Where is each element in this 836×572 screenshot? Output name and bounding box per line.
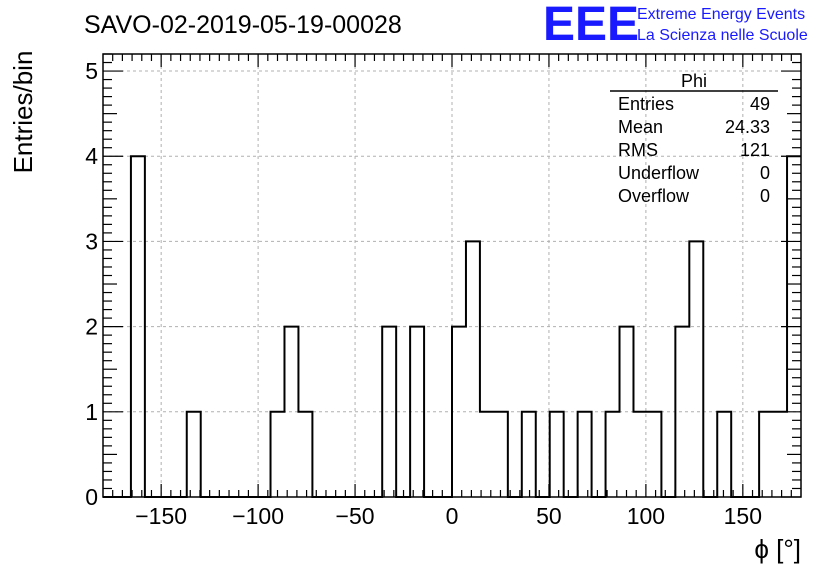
x-tick-label: −150	[135, 503, 187, 529]
stats-box: Phi Entries 49 Mean 24.33 RMS 121 Underflow 0 Ov…	[610, 71, 778, 206]
x-tick-label: 150	[724, 503, 762, 529]
stats-row-value: 0	[760, 163, 770, 183]
y-tick-label: 4	[85, 143, 98, 169]
histogram-bar	[480, 412, 494, 497]
x-tick-labels: −150 −100 −50 0 50 100 150	[135, 503, 762, 529]
y-tick-label: 5	[85, 58, 98, 84]
y-tick-label: 0	[85, 484, 98, 510]
x-tick-label: 50	[536, 503, 562, 529]
histogram-bar	[298, 412, 312, 497]
stats-row-value: 121	[740, 140, 770, 160]
eee-logo: EEE Extreme Energy Events La Scienza nel…	[543, 0, 808, 51]
x-tick-label: −50	[336, 503, 375, 529]
histogram-bar	[494, 412, 508, 497]
x-tick-label: −100	[232, 503, 284, 529]
axes	[102, 53, 802, 498]
y-tick-label: 3	[85, 228, 98, 254]
histogram-bar	[466, 241, 480, 497]
x-tick-label: 100	[627, 503, 665, 529]
logo-line-2: La Scienza nelle Scuole	[637, 27, 808, 44]
histogram-bar	[647, 412, 661, 497]
stats-row-label: Mean	[618, 117, 663, 137]
histogram-bar	[271, 412, 285, 497]
stats-row-label: Underflow	[618, 163, 700, 183]
x-tick-label: 0	[446, 503, 459, 529]
histogram-bar	[759, 412, 773, 497]
histogram-bar	[606, 412, 620, 497]
stats-row-value: 24.33	[725, 117, 770, 137]
histogram-bar	[522, 412, 536, 497]
histogram-bar	[717, 412, 731, 497]
histogram-bar	[578, 412, 592, 497]
histogram-bar	[773, 412, 787, 497]
stats-rows: Entries 49 Mean 24.33 RMS 121 Underflow 0 Overfl…	[618, 94, 770, 206]
grid-lines	[103, 54, 801, 497]
stats-row-value: 49	[750, 94, 770, 114]
y-axis-label: Entries/bin	[8, 51, 38, 174]
histogram-bar	[550, 412, 564, 497]
y-tick-labels: 0 1 2 3 4 5	[85, 58, 98, 510]
stats-row-label: Entries	[618, 94, 674, 114]
y-tick-label: 1	[85, 399, 98, 425]
histogram-bar	[689, 241, 703, 497]
stats-row-label: RMS	[618, 140, 658, 160]
x-axis-label: ϕ [°]	[754, 534, 801, 564]
histogram-bar	[187, 412, 201, 497]
logo-mark: EEE	[543, 0, 639, 51]
y-tick-label: 2	[85, 314, 98, 340]
histogram-bar	[382, 327, 396, 497]
chart-title: SAVO-02-2019-05-19-00028	[84, 11, 402, 39]
logo-line-1: Extreme Energy Events	[637, 6, 805, 23]
stats-title: Phi	[681, 71, 707, 91]
stats-row-value: 0	[760, 186, 770, 206]
stats-row-label: Overflow	[618, 186, 690, 206]
